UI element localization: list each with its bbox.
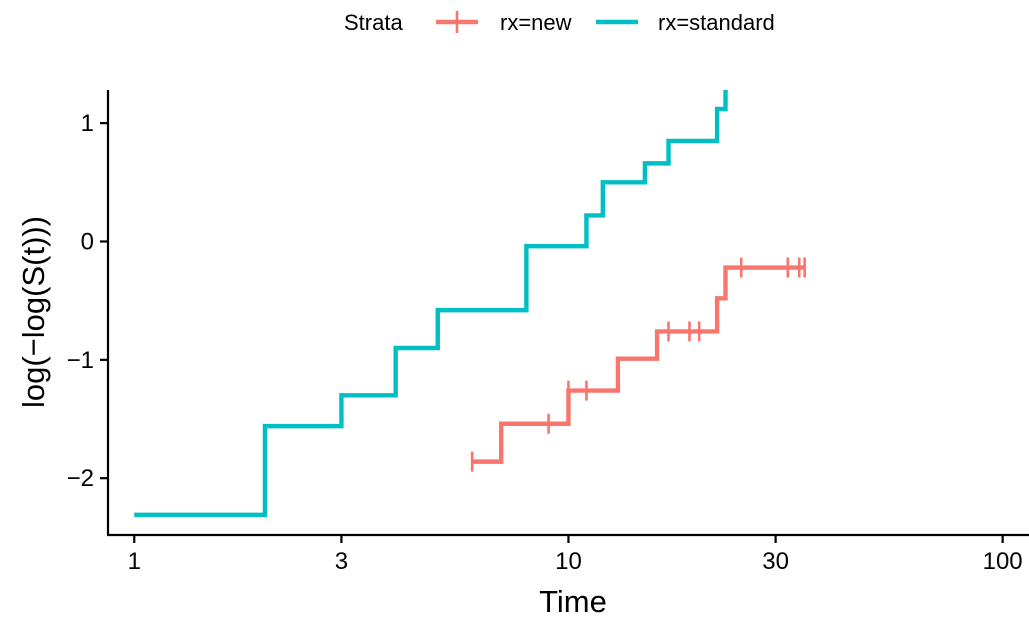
- x-tick-label: 3: [335, 548, 348, 575]
- y-tick-label: 0: [81, 228, 94, 255]
- series-line-rx-standard: [134, 90, 728, 518]
- legend-key-rx-new: [436, 11, 478, 33]
- y-axis-title: log(−log(S(t))): [16, 216, 51, 408]
- x-tick-label: 100: [983, 548, 1023, 575]
- y-tick-label: 1: [81, 110, 94, 137]
- x-tick-label: 30: [762, 548, 789, 575]
- x-tick-label: 10: [555, 548, 582, 575]
- y-tick-label: −1: [67, 347, 94, 374]
- x-tick-label: 1: [128, 548, 141, 575]
- x-axis-title: Time: [539, 584, 607, 619]
- axes: 1 3 10 30 100 −2 −1 0 1: [67, 90, 1029, 575]
- y-tick-label: −2: [67, 465, 94, 492]
- y-ticks: −2 −1 0 1: [67, 110, 108, 492]
- legend-label-rx-standard: rx=standard: [658, 10, 775, 35]
- legend: Strata rx=new rx=standard: [344, 10, 775, 35]
- plot-area: [134, 90, 806, 518]
- x-ticks: 1 3 10 30 100: [128, 535, 1023, 575]
- series-line-rx-new: [472, 265, 805, 464]
- legend-label-rx-new: rx=new: [500, 10, 572, 35]
- legend-title: Strata: [344, 10, 403, 35]
